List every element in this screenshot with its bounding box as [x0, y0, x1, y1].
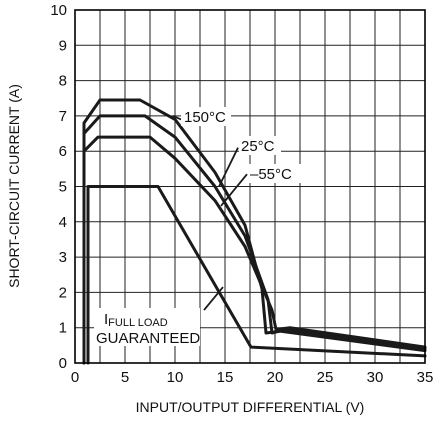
- series-line-3: [82, 135, 427, 365]
- y-tick-label: 8: [59, 73, 67, 90]
- y-tick-label: 10: [50, 2, 67, 19]
- y-tick-label: 6: [59, 143, 67, 160]
- x-tick-label: 5: [121, 369, 129, 386]
- full-load-i: I: [104, 311, 108, 328]
- x-tick-label: 35: [417, 369, 434, 386]
- y-axis-label: SHORT-CIRCUIT CURRENT (A): [6, 84, 22, 288]
- y-tick-label: 9: [59, 37, 67, 54]
- leader-minus55c: [220, 173, 248, 207]
- x-axis-label: INPUT/OUTPUT DIFFERENTIAL (V): [136, 399, 365, 415]
- svg-text:–55°C: –55°C: [250, 166, 292, 183]
- y-tick-label: 0: [59, 355, 67, 372]
- guaranteed-text: GUARANTEED: [96, 330, 200, 347]
- series-line-2: [82, 114, 427, 365]
- y-tick-label: 3: [59, 249, 67, 266]
- grid-lines: [75, 10, 425, 363]
- full-load-subscript: FULL LOAD: [108, 317, 168, 329]
- leader-150c: [172, 115, 182, 121]
- y-tick-label: 7: [59, 108, 67, 125]
- x-tick-label: 20: [267, 369, 284, 386]
- y-tick-label: 2: [59, 284, 67, 301]
- label-150c: 150°C: [181, 107, 231, 126]
- tick-labels: 0 5 10 15 20 25 30 35 0 1 2 3 4 5 6 7 8 9 10: [50, 2, 433, 386]
- x-tick-label: 25: [317, 369, 334, 386]
- svg-text:150°C: 150°C: [184, 109, 226, 126]
- series-line-4: [86, 185, 427, 365]
- x-tick-label: 15: [217, 369, 234, 386]
- x-tick-label: 0: [71, 369, 79, 386]
- y-tick-label: 5: [59, 179, 67, 196]
- svg-text:IFULL LOAD: IFULL LOAD: [104, 311, 168, 329]
- plot-frame: [74, 9, 426, 364]
- label-leaders: [172, 115, 248, 311]
- curves: [82, 98, 427, 365]
- svg-text:25°C: 25°C: [241, 138, 275, 155]
- x-tick-label: 10: [167, 369, 184, 386]
- label-minus55c: –55°C: [248, 164, 302, 183]
- leader-full-load: [203, 286, 224, 311]
- label-25c: 25°C: [239, 136, 281, 155]
- y-tick-label: 1: [59, 320, 67, 337]
- y-tick-label: 4: [59, 214, 67, 231]
- x-tick-label: 30: [367, 369, 384, 386]
- leader-25c: [218, 147, 239, 187]
- label-full-load-guaranteed: IFULL LOAD GUARANTEED: [94, 308, 200, 347]
